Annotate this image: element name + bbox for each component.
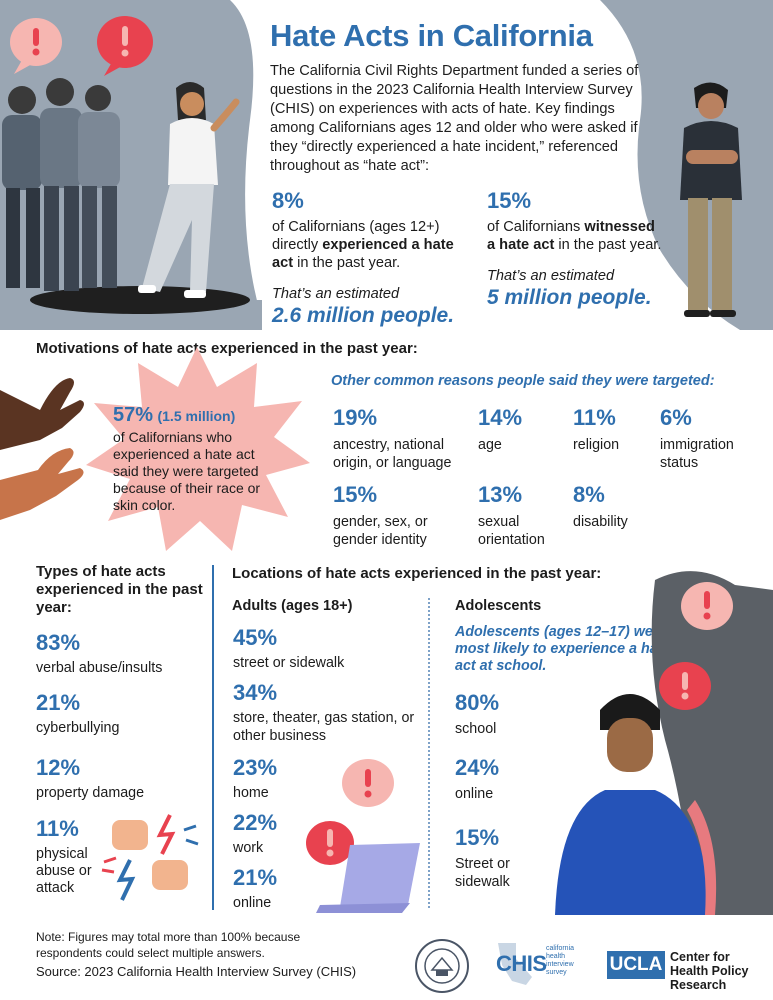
man-illustration <box>680 82 742 317</box>
alert-bubble-icon <box>659 662 711 710</box>
motivations-heading: Motivations of hate acts experienced in … <box>36 340 418 357</box>
group-people-illustration <box>2 78 120 291</box>
stat-description: of Californians witnessed a hate act in … <box>487 219 662 253</box>
reason-item: 13% sexual orientation <box>478 482 545 548</box>
california-map-icon <box>498 943 532 985</box>
type-item: 83% verbal abuse/insults <box>36 630 163 676</box>
ucla-logo: UCLA <box>607 951 665 979</box>
adolescent-location-item: 24% online <box>455 755 500 802</box>
page-title: Hate Acts in California <box>270 18 593 53</box>
type-item: 11% physical abuse or attack <box>36 816 92 896</box>
section-divider <box>212 565 214 910</box>
civil-rights-seal-logo <box>415 939 469 993</box>
reason-item: 6% immigration status <box>660 405 734 471</box>
hero-stat-witnessed: 15% of Californians witnessed a hate act… <box>487 188 667 310</box>
race-percent: 57% <box>113 404 154 426</box>
alert-bubble-icon <box>10 18 62 74</box>
race-motivation-stat: 57% (1.5 million) of Californians who ex… <box>113 404 283 514</box>
other-reasons-heading: Other common reasons people said they we… <box>331 373 715 389</box>
race-count: (1.5 million) <box>157 408 236 424</box>
adults-heading: Adults (ages 18+) <box>232 598 353 614</box>
adolescent-location-item: 80% school <box>455 690 500 737</box>
intro-paragraph: The California Civil Rights Department f… <box>270 63 639 174</box>
starburst-shape <box>86 347 310 551</box>
reason-item: 15% gender, sex, or gender identity <box>333 482 428 548</box>
ucla-center-name: Center for Health Policy Research <box>670 950 749 992</box>
chis-caption: california health interview survey <box>546 945 575 976</box>
laptop-illustration <box>306 759 420 913</box>
adolescent-illustration <box>555 571 773 915</box>
stat-estimate-label: That’s an estimated <box>487 268 615 284</box>
reason-item: 14% age <box>478 405 523 453</box>
stat-percent: 15% <box>487 188 532 213</box>
stat-description: of Californians (ages 12+) directly expe… <box>272 219 454 271</box>
adult-location-item: 21% online <box>233 865 278 911</box>
adult-location-item: 34% store, theater, gas station, or othe… <box>233 680 415 744</box>
adolescents-heading: Adolescents <box>455 598 542 614</box>
alert-bubble-icon <box>97 16 153 76</box>
fist-bump-illustration <box>101 814 199 901</box>
locations-heading: Locations of hate acts experienced in th… <box>232 565 602 582</box>
adult-location-item: 22% work <box>233 810 278 856</box>
adult-location-item: 45% street or sidewalk <box>233 625 345 671</box>
stat-estimate-value: 5 million people. <box>487 286 652 309</box>
chis-mark: CHIS <box>496 951 547 976</box>
type-item: 12% property damage <box>36 755 145 801</box>
alert-bubble-icon <box>342 759 394 807</box>
alert-bubble-icon <box>306 821 354 865</box>
types-heading: Types of hate acts experienced in the pa… <box>36 563 203 616</box>
reason-item: 19% ancestry, national origin, or langua… <box>333 405 452 471</box>
source-line: Source: 2023 California Health Interview… <box>36 964 357 979</box>
race-description: of Californians who experienced a hate a… <box>113 429 261 513</box>
hero-stat-experienced: 8% of Californians (ages 12+) directly e… <box>272 188 472 328</box>
type-item: 21% cyberbullying <box>36 690 120 736</box>
woman-illustration <box>138 82 240 298</box>
dotted-divider <box>428 598 430 908</box>
adolescent-note: Adolescents (ages 12–17) were most likel… <box>455 624 671 674</box>
hero-illustration <box>0 0 773 330</box>
stat-estimate-label: That’s an estimated <box>272 286 400 302</box>
footnote: Note: Figures may total more than 100% b… <box>36 930 301 960</box>
chis-logo: CHIS california health interview survey <box>494 941 584 987</box>
adult-location-item: 23% home <box>233 755 278 801</box>
stat-percent: 8% <box>272 188 304 213</box>
adolescent-location-item: 15% Street or sidewalk <box>455 825 510 890</box>
alert-bubble-icon <box>681 582 733 630</box>
reason-item: 8% disability <box>573 482 628 530</box>
reason-item: 11% religion <box>573 405 620 453</box>
stat-estimate-value: 2.6 million people. <box>272 304 455 327</box>
hands-illustration <box>0 378 84 520</box>
